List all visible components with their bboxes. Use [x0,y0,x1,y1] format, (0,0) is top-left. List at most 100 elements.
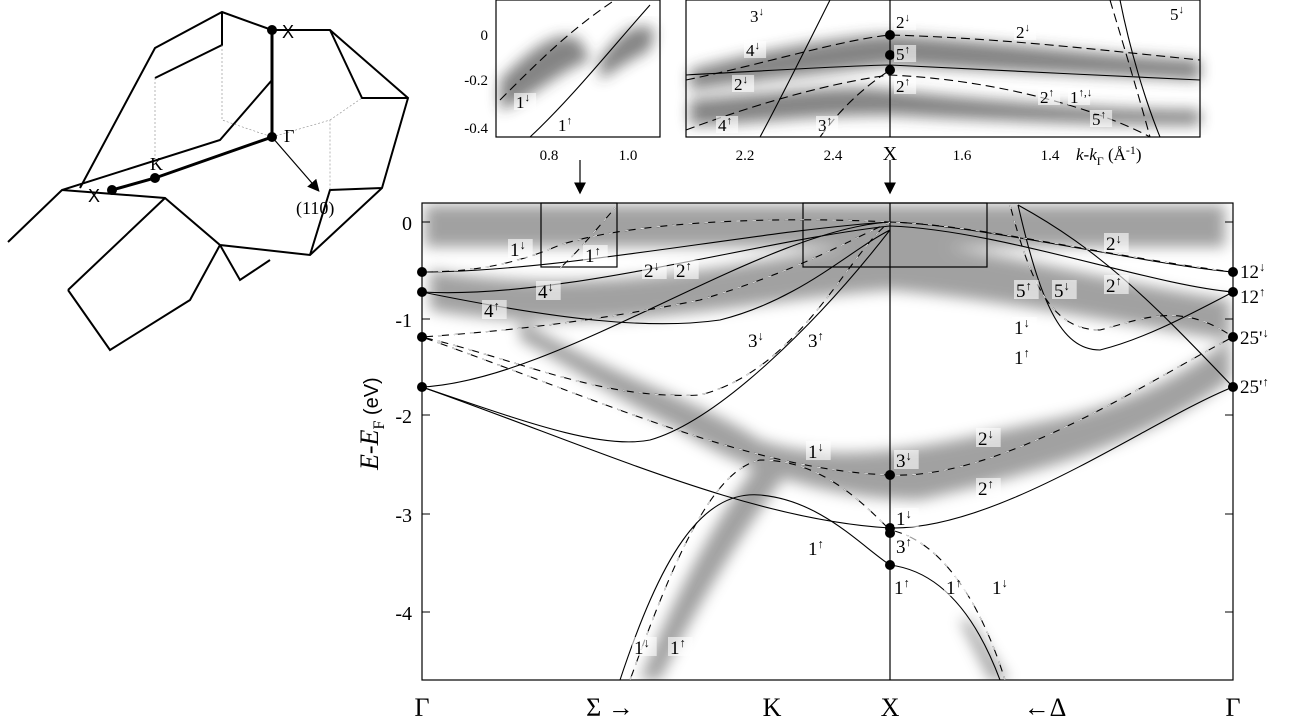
spin: ↓ [755,40,761,52]
spin: ↓ [654,259,660,273]
figure: 0-1-2-3-4ΓΣ →KX←ΔΓE-EF (eV)0-0.2-0.40.81… [0,0,1294,724]
x-tick-label: X [883,143,898,165]
spin: ↑ [1049,87,1055,99]
point [1228,382,1238,392]
point [267,132,277,142]
zone-edges [8,12,408,350]
band-index: 1 [808,539,818,560]
spin: ↓ [1179,4,1185,16]
page: {"main":{"axis_label":{"italic":"E","sep… [0,0,1294,724]
point [885,560,895,570]
band-index: 25' [1240,377,1262,398]
axis-label-part: (eV) [361,377,383,420]
spin: ↓ [758,329,764,343]
band-index: 2 [978,429,988,450]
bz-label: (110) [296,198,334,219]
spin: ↑ [494,299,500,313]
y-tick-label: 0 [402,213,412,235]
y-tick-label: -4 [395,603,412,625]
band-index: 3 [818,116,827,135]
spin: ↑ [1262,375,1268,389]
spin: ↑ [1116,274,1122,288]
spin: ↓ [988,427,994,441]
spin: ↓ [1025,22,1031,34]
y-tick-label: 0 [481,28,489,44]
spin: ↓ [743,74,749,86]
spin: ↑ [988,477,994,491]
point [885,470,895,480]
x-label: ←Δ [1024,693,1067,722]
point [1228,332,1238,342]
x-tick-label: 2.4 [824,148,843,164]
band-index: 3 [896,451,906,472]
band-index: 1 [634,638,644,659]
axis-label: E-EF (eV) [355,377,388,471]
spin: ↑ [680,636,686,650]
spin: ↓ [1116,232,1122,246]
band-index: 4 [484,301,494,322]
band-index: 2 [978,479,988,500]
point [417,287,427,297]
y-tick-label: -0.4 [464,121,488,137]
band-index: 1 [808,442,818,463]
spin: ↓ [1024,316,1030,330]
axis-label-part: Γ [1097,154,1104,168]
axis-label: k-kΓ (Å-1) [1076,143,1142,168]
spin: ↑ [727,115,733,127]
band-index: 2 [896,77,905,96]
band-index: 1 [894,578,904,599]
spin: ↑ [905,44,911,56]
spin: ↓ [1262,326,1268,340]
spin: ↑ [956,576,962,590]
spin: ↓ [906,449,912,463]
point [885,65,895,75]
bz-label: Γ [284,126,294,146]
band-index: 2 [1106,234,1116,255]
band-index: 3 [750,7,759,26]
spin: ↓ [1259,260,1265,274]
point [885,30,895,40]
spin: ↑ [1259,285,1265,299]
band-index: 5 [1054,281,1064,302]
point [267,25,277,35]
spin: ↑ [905,76,911,88]
bz-label: K [150,154,163,174]
x-tick-label: 1.4 [1041,148,1060,164]
spin: ↓ [905,12,911,24]
x-tick-label: 2.2 [736,148,755,164]
spin: ↑ [818,329,824,343]
spin: ↓ [1064,279,1070,293]
band-index: 5 [1092,110,1101,129]
band-index: 1 [896,509,906,530]
point [107,185,117,195]
point [417,267,427,277]
bz-label: X [282,22,294,42]
band-index: 1 [585,246,595,267]
point [1228,267,1238,277]
point [885,50,895,60]
x-label: Γ [1225,693,1240,722]
point [417,332,427,342]
point [417,382,427,392]
band-index: 12 [1240,287,1259,308]
spin: ↓ [520,238,526,252]
x-label: X [881,693,900,722]
spin: ↑ [1024,346,1030,360]
spin: ↑ [595,244,601,258]
band-index: 1 [670,638,680,659]
band-index: 2 [644,261,654,282]
spin: ↓ [548,280,554,294]
y-tick-label: -3 [395,505,412,527]
axis-label-part: E [355,429,384,446]
x-label: K [763,693,782,722]
band-index: 2 [1016,23,1025,42]
band-index: 1 [992,578,1002,599]
brillouin-zone [8,12,408,350]
axis-label-part: - [355,445,384,454]
x-label: Σ → [586,693,634,722]
y-tick-label: -0.2 [464,73,488,89]
spin: ↑,↓ [1079,87,1093,99]
band-index: 2 [676,261,686,282]
band-index: 12 [1240,262,1259,283]
band-index: 25' [1240,328,1262,349]
